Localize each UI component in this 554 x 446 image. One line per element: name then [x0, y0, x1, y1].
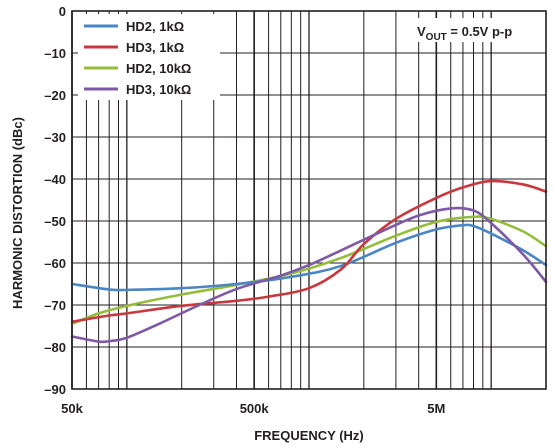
legend-label: HD3, 1kΩ [126, 40, 184, 55]
annotation-subscript: OUT [426, 32, 447, 43]
x-tick-label: 5M [427, 401, 445, 416]
annotation-text: VOUT = 0.5V p-p [417, 24, 512, 43]
legend-label: HD2, 1kΩ [126, 19, 184, 34]
tick-labels: 0 –10 –20 –30 –40 –50 –60 –70 –80 –90 50k 500k 5M [44, 4, 445, 416]
y-tick-label: –20 [44, 88, 66, 103]
y-tick-label: –70 [44, 298, 66, 313]
x-axis-label: FREQUENCY (Hz) [254, 428, 364, 443]
y-tick-label: –60 [44, 256, 66, 271]
x-tick-label: 50k [61, 401, 83, 416]
annotation-background [410, 18, 542, 42]
vout-annotation: VOUT = 0.5V p-p [410, 18, 542, 43]
series-lines [70, 179, 548, 344]
series-line-hd2-1k [70, 223, 548, 292]
legend-background [78, 14, 220, 100]
y-tick-label: 0 [59, 4, 66, 19]
annotation-rest: = 0.5V p-p [447, 24, 512, 39]
y-axis-label: HARMONIC DISTORTION (dBc) [10, 117, 25, 309]
plot-border [71, 10, 547, 390]
y-tick-label: –80 [44, 340, 66, 355]
series-line-hd3-10k [70, 206, 548, 344]
series-line-hd3-1k [70, 179, 548, 324]
y-tick-label: –90 [44, 382, 66, 397]
y-tick-label: –50 [44, 214, 66, 229]
series-line-hd2-10k [70, 215, 548, 326]
annotation-main: V [417, 24, 426, 39]
y-tick-label: –30 [44, 130, 66, 145]
legend-label: HD3, 10kΩ [126, 82, 191, 97]
y-tick-label: –10 [44, 46, 66, 61]
y-tick-label: –40 [44, 172, 66, 187]
legend: HD2, 1kΩ HD3, 1kΩ HD2, 10kΩ HD3, 10kΩ [78, 14, 220, 100]
plot-frame [71, 10, 547, 390]
x-tick-label: 500k [240, 401, 270, 416]
legend-label: HD2, 10kΩ [126, 61, 191, 76]
